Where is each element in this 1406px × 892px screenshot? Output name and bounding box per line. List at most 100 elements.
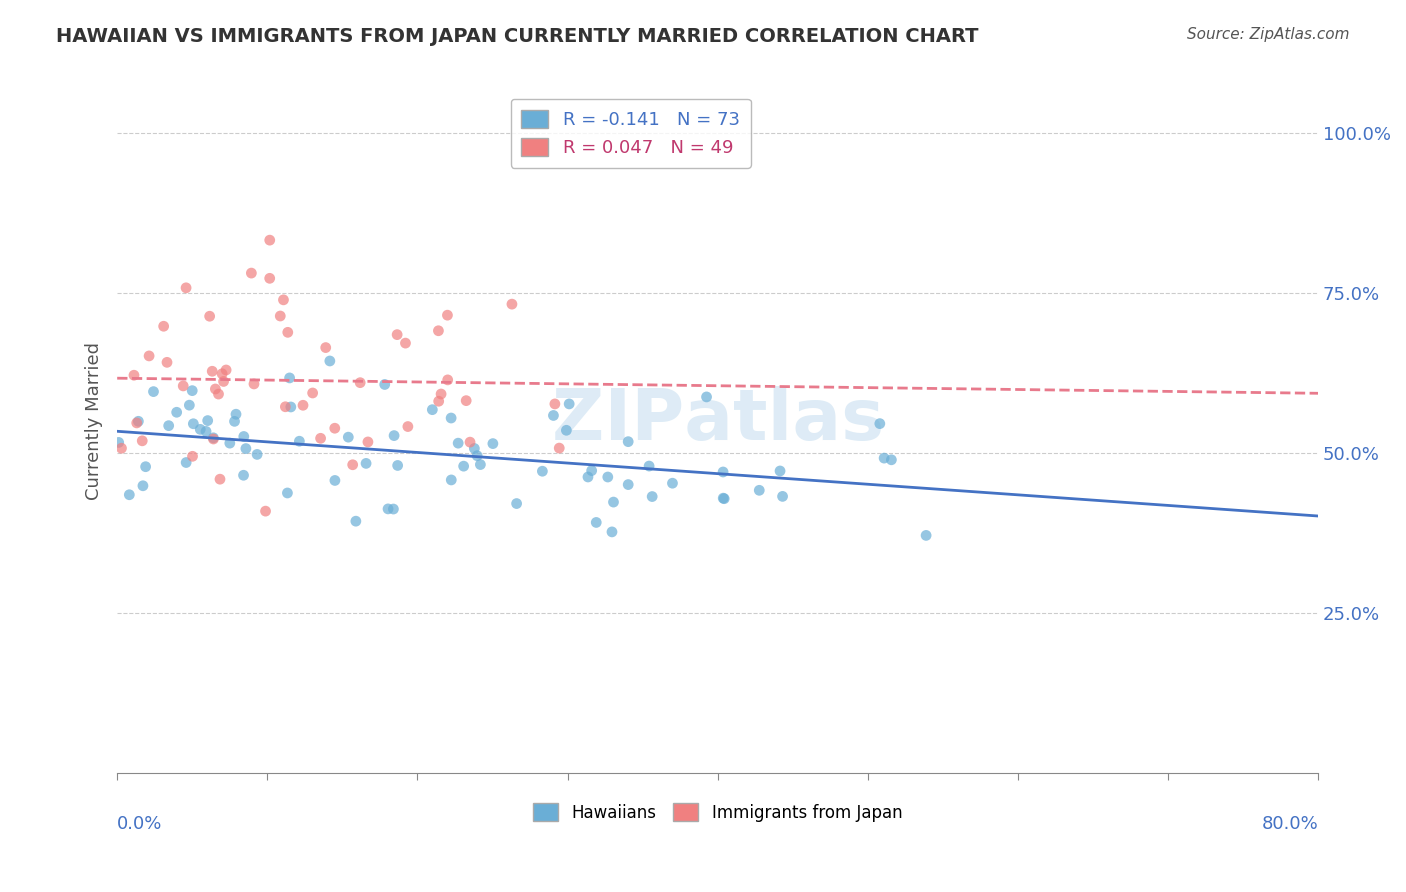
Point bbox=[202, 432, 225, 446]
Point bbox=[254, 504, 277, 518]
Point bbox=[197, 414, 219, 428]
Point bbox=[273, 293, 295, 307]
Point bbox=[713, 491, 735, 506]
Point bbox=[344, 514, 367, 528]
Point bbox=[172, 379, 194, 393]
Point bbox=[323, 474, 346, 488]
Point bbox=[869, 417, 891, 431]
Point bbox=[430, 387, 453, 401]
Text: 80.0%: 80.0% bbox=[1261, 815, 1319, 833]
Y-axis label: Currently Married: Currently Married bbox=[86, 342, 103, 500]
Point bbox=[131, 434, 153, 448]
Point bbox=[201, 364, 224, 378]
Point bbox=[240, 266, 263, 280]
Point bbox=[394, 336, 416, 351]
Point bbox=[748, 483, 770, 498]
Point bbox=[288, 434, 311, 449]
Point bbox=[269, 309, 291, 323]
Point bbox=[638, 458, 661, 473]
Point bbox=[243, 376, 266, 391]
Point bbox=[440, 411, 463, 425]
Point bbox=[420, 402, 443, 417]
Point bbox=[482, 436, 505, 450]
Point bbox=[374, 377, 396, 392]
Point bbox=[156, 355, 179, 369]
Point bbox=[873, 451, 896, 466]
Point bbox=[183, 417, 205, 431]
Point bbox=[880, 452, 903, 467]
Point bbox=[132, 479, 155, 493]
Point bbox=[436, 373, 458, 387]
Point bbox=[555, 423, 578, 437]
Point bbox=[558, 397, 581, 411]
Point bbox=[463, 442, 485, 456]
Point bbox=[354, 456, 377, 470]
Point bbox=[259, 233, 281, 247]
Point bbox=[396, 419, 419, 434]
Point bbox=[280, 400, 302, 414]
Point bbox=[465, 449, 488, 463]
Point bbox=[277, 326, 299, 340]
Point bbox=[259, 271, 281, 285]
Point bbox=[212, 375, 235, 389]
Point bbox=[548, 441, 571, 455]
Point bbox=[544, 397, 567, 411]
Point bbox=[319, 354, 342, 368]
Point bbox=[915, 528, 938, 542]
Point bbox=[204, 382, 226, 396]
Point bbox=[617, 434, 640, 449]
Point bbox=[207, 387, 229, 401]
Point bbox=[142, 384, 165, 399]
Point bbox=[157, 418, 180, 433]
Point bbox=[188, 422, 211, 436]
Point bbox=[600, 524, 623, 539]
Point bbox=[581, 464, 603, 478]
Text: 0.0%: 0.0% bbox=[117, 815, 163, 833]
Point bbox=[447, 436, 470, 450]
Point bbox=[436, 308, 458, 322]
Point bbox=[218, 436, 240, 450]
Point bbox=[202, 431, 225, 445]
Point bbox=[278, 371, 301, 385]
Point bbox=[385, 327, 408, 342]
Point bbox=[501, 297, 523, 311]
Point bbox=[453, 459, 475, 474]
Point bbox=[179, 398, 201, 412]
Point bbox=[387, 458, 409, 473]
Point bbox=[617, 477, 640, 491]
Point bbox=[440, 473, 463, 487]
Point bbox=[357, 434, 380, 449]
Point bbox=[232, 468, 254, 483]
Point bbox=[152, 319, 174, 334]
Point bbox=[711, 491, 734, 505]
Point bbox=[276, 486, 298, 500]
Point bbox=[427, 324, 450, 338]
Point bbox=[315, 341, 337, 355]
Point bbox=[349, 376, 371, 390]
Point bbox=[274, 400, 297, 414]
Point bbox=[211, 367, 233, 381]
Point bbox=[127, 414, 149, 428]
Point bbox=[641, 490, 664, 504]
Point bbox=[596, 470, 619, 484]
Point bbox=[309, 431, 332, 445]
Point bbox=[696, 390, 718, 404]
Point bbox=[174, 281, 197, 295]
Point bbox=[215, 363, 238, 377]
Point bbox=[470, 458, 492, 472]
Point bbox=[661, 476, 683, 491]
Point bbox=[166, 405, 188, 419]
Point bbox=[323, 421, 346, 435]
Point bbox=[110, 441, 132, 455]
Point bbox=[292, 398, 315, 412]
Point bbox=[181, 384, 204, 398]
Point bbox=[382, 428, 405, 442]
Point bbox=[427, 394, 450, 409]
Point bbox=[342, 458, 364, 472]
Point bbox=[181, 450, 204, 464]
Point bbox=[769, 464, 792, 478]
Point bbox=[585, 516, 607, 530]
Point bbox=[711, 465, 734, 479]
Point bbox=[122, 368, 145, 383]
Point bbox=[107, 435, 129, 450]
